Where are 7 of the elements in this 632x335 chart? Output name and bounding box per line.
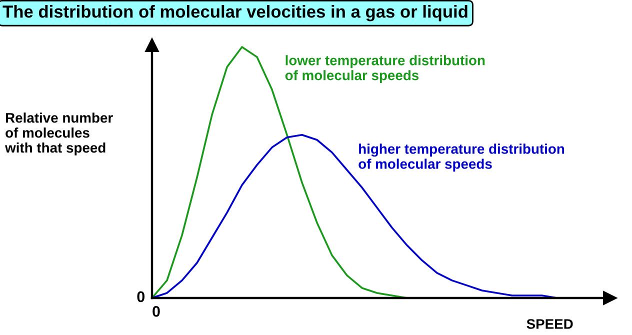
y-axis-title: Relative number of molecules with that speed [5,112,113,156]
series-label: higher temperature distribution of molecular speeds [358,144,564,172]
chart-title: The distribution of molecular velocities in a gas or liquid [2,5,468,22]
series-label: lower temperature distribution of molecular speeds [285,55,485,84]
x-axis-title: SPEED [526,319,573,329]
text: 0 [137,291,145,302]
text: 0 [152,306,160,317]
